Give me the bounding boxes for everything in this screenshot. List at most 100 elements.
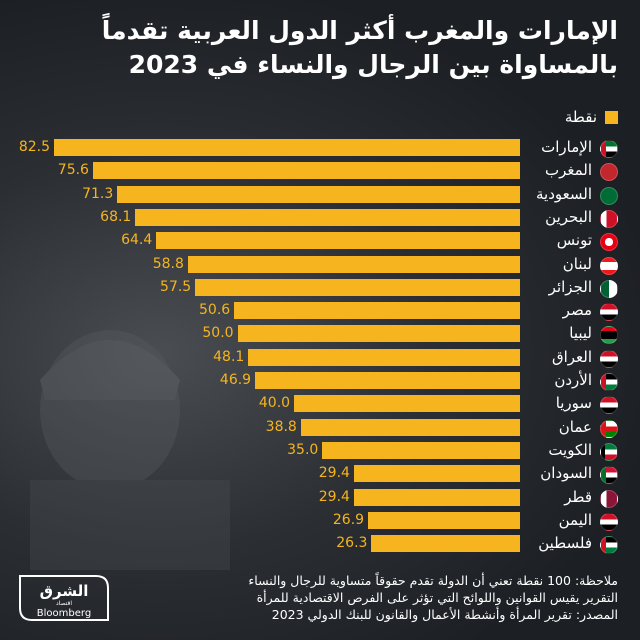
note-line-1: ملاحظة: 100 نقطة تعني أن الدولة تقدم حقو… [248,573,618,588]
value-label: 57.5 [160,278,192,295]
bar [187,255,520,273]
background-photo [30,330,230,570]
bar-row: 26.9 اليمن [0,510,640,531]
svg-text:اقتصاد: اقتصاد [56,600,72,607]
bar-row: 26.3 فلسطين [0,534,640,555]
value-label: 29.4 [318,488,350,505]
bar [248,348,520,366]
value-label: 75.6 [57,162,89,179]
country-label: السعودية [535,184,592,203]
svg-text:Bloomberg: Bloomberg [37,608,91,619]
algeria-flag-icon [600,279,618,298]
value-label: 40.0 [258,395,291,412]
value-label: 64.4 [121,232,153,249]
jordan-flag-icon [600,373,618,391]
value-label: 26.3 [336,535,368,552]
bar [195,278,520,296]
value-label: 50.0 [202,325,234,342]
bar-row: 57.5 الجزائر [0,277,640,298]
bar [234,302,520,320]
bar-row: 71.3 السعودية [0,184,640,205]
oman-flag-icon [600,419,618,438]
bar [322,441,520,459]
value-label: 82.5 [18,139,50,155]
palestine-flag-icon [600,536,618,555]
bar-row: 48.1 العراق [0,347,640,368]
bar [353,488,520,506]
bar-row: 64.4 تونس [0,231,640,252]
lebanon-flag-icon [600,256,618,275]
country-label: ليبيا [569,324,592,343]
bar [300,418,520,436]
yemen-flag-icon [600,512,618,531]
bar [294,395,520,413]
value-label: 68.1 [100,208,132,225]
legend-swatch [605,110,618,124]
title-line-2: بالمساواة بين الرجال والنساء في 2023 [128,50,618,79]
country-label: الكويت [548,440,592,459]
legend-label: نقطة [564,108,597,126]
svg-text:الشرق: الشرق [40,582,89,600]
country-label: المغرب [544,161,592,180]
iraq-flag-icon [600,349,618,368]
bar [371,535,520,553]
country-label: تونس [556,231,592,250]
bar-row: 68.1 البحرين [0,207,640,228]
country-label: الإمارات [541,138,592,156]
country-label: العراق [551,347,592,366]
bar-row: 46.9 الأردن [0,371,640,391]
legend: نقطة [565,108,618,126]
tunisia-flag-icon [600,233,618,252]
value-label: 48.1 [213,348,245,365]
country-label: سوريا [555,394,592,413]
chart-title: الإمارات والمغرب أكثر الدول العربية تقدم… [18,14,618,82]
value-label: 50.6 [199,302,231,319]
syria-flag-icon [600,396,618,415]
country-label: اليمن [558,510,592,529]
bar [353,465,520,483]
title-line-1: الإمارات والمغرب أكثر الدول العربية تقدم… [101,16,618,45]
libya-flag-icon [600,326,618,345]
bar [135,208,520,226]
saudi-flag-icon [600,186,618,205]
qatar-flag-icon [600,489,618,508]
notes: ملاحظة: 100 نقطة تعني أن الدولة تقدم حقو… [98,572,618,623]
country-label: قطر [564,487,592,506]
bar-row: 58.8 لبنان [0,254,640,275]
bar [156,232,520,250]
bar-row: 82.5 الإمارات [0,138,640,158]
bar-row: 40.0 سوريا [0,394,640,415]
bar-row: 75.6 المغرب [0,161,640,182]
kuwait-flag-icon [600,442,618,461]
note-line-2: التقرير يقيس القوانين واللوائح التي تؤثر… [256,590,618,605]
bar-row: 50.6 مصر [0,301,640,322]
bar [255,372,520,389]
sudan-flag-icon [600,466,618,485]
bar-row: 50.0 ليبيا [0,324,640,345]
country-label: البحرين [545,207,592,226]
country-label: عمان [558,417,592,436]
bar [237,325,520,343]
country-label: لبنان [562,254,592,273]
value-label: 38.8 [265,418,297,435]
value-label: 35.0 [287,441,319,458]
value-label: 58.8 [152,255,184,272]
country-label: السودان [540,464,592,483]
value-label: 46.9 [219,372,252,388]
uae-flag-icon [600,140,618,158]
bar-row: 29.4 السودان [0,464,640,485]
bar [54,139,520,156]
asharq-bloomberg-logo: الشرق اقتصاد Bloomberg [19,575,109,621]
bahrain-flag-icon [600,209,618,228]
value-label: 26.9 [332,511,365,528]
source-line: المصدر: تقرير المرأة وأنشطة الأعمال والق… [271,607,618,622]
morocco-flag-icon [600,163,618,182]
value-label: 71.3 [82,185,114,202]
egypt-flag-icon [600,303,618,322]
bar [92,162,520,180]
bar [368,511,520,529]
country-label: الجزائر [548,277,592,296]
country-label: الأردن [554,371,592,389]
bar [117,185,520,203]
